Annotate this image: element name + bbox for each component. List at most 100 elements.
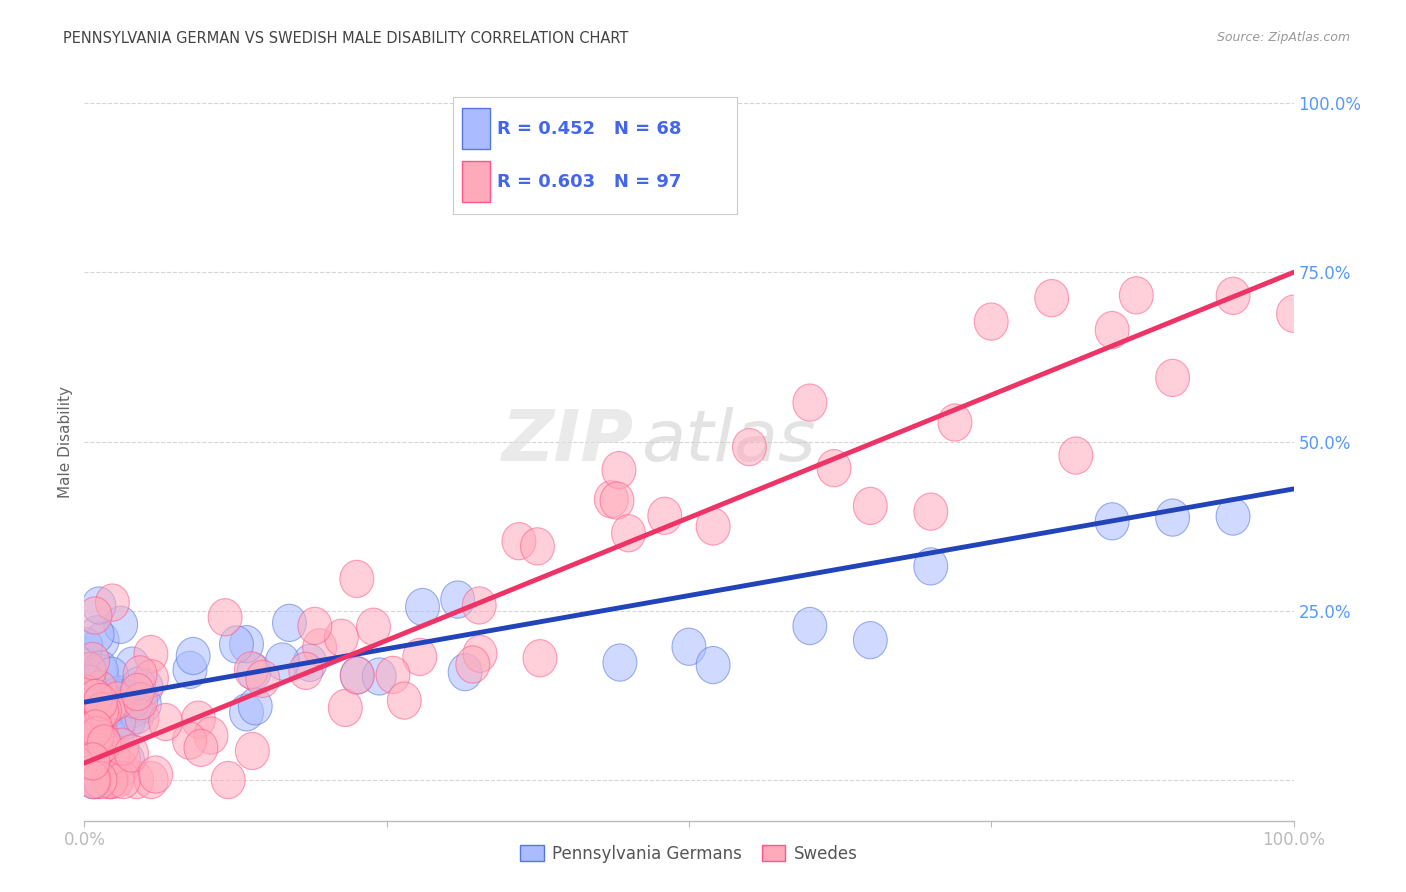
Ellipse shape	[612, 515, 645, 552]
Ellipse shape	[1277, 295, 1310, 333]
Ellipse shape	[600, 482, 634, 519]
Ellipse shape	[94, 678, 128, 715]
Ellipse shape	[79, 597, 112, 634]
Ellipse shape	[76, 690, 110, 727]
Ellipse shape	[124, 682, 157, 720]
Ellipse shape	[1119, 277, 1153, 314]
Ellipse shape	[84, 678, 118, 715]
Ellipse shape	[79, 723, 112, 761]
Ellipse shape	[79, 680, 112, 716]
Ellipse shape	[134, 762, 169, 798]
Ellipse shape	[94, 762, 128, 798]
Ellipse shape	[100, 742, 134, 780]
Ellipse shape	[128, 686, 162, 723]
Ellipse shape	[77, 701, 112, 739]
Ellipse shape	[69, 628, 103, 665]
Ellipse shape	[817, 450, 851, 487]
Ellipse shape	[82, 696, 115, 733]
Ellipse shape	[83, 683, 117, 721]
Ellipse shape	[96, 737, 129, 774]
Ellipse shape	[69, 680, 103, 717]
Ellipse shape	[107, 762, 141, 798]
Ellipse shape	[603, 644, 637, 681]
Ellipse shape	[853, 487, 887, 524]
Ellipse shape	[115, 735, 149, 772]
Ellipse shape	[91, 762, 125, 798]
Text: atlas: atlas	[641, 407, 815, 476]
Ellipse shape	[115, 647, 149, 684]
Ellipse shape	[79, 710, 112, 747]
Ellipse shape	[100, 761, 134, 797]
Ellipse shape	[463, 587, 496, 624]
Ellipse shape	[173, 722, 207, 759]
Ellipse shape	[456, 646, 489, 683]
Y-axis label: Male Disability: Male Disability	[58, 385, 73, 498]
Ellipse shape	[235, 652, 269, 689]
Ellipse shape	[173, 651, 207, 689]
Ellipse shape	[404, 639, 437, 675]
Ellipse shape	[86, 722, 120, 759]
Ellipse shape	[80, 716, 114, 754]
Ellipse shape	[73, 716, 107, 754]
Ellipse shape	[648, 497, 682, 534]
Ellipse shape	[87, 692, 121, 729]
Ellipse shape	[595, 481, 628, 518]
Ellipse shape	[696, 647, 730, 683]
Ellipse shape	[135, 660, 169, 697]
Ellipse shape	[86, 746, 120, 783]
Ellipse shape	[340, 560, 374, 598]
Ellipse shape	[107, 739, 141, 777]
Ellipse shape	[696, 508, 730, 545]
Ellipse shape	[375, 657, 411, 693]
Ellipse shape	[76, 642, 110, 680]
Ellipse shape	[1059, 437, 1092, 475]
Ellipse shape	[325, 619, 359, 657]
Ellipse shape	[1156, 359, 1189, 397]
Ellipse shape	[91, 730, 125, 767]
Ellipse shape	[70, 712, 104, 749]
Ellipse shape	[793, 607, 827, 645]
Ellipse shape	[82, 587, 115, 624]
Ellipse shape	[938, 404, 972, 442]
Ellipse shape	[139, 756, 173, 793]
Ellipse shape	[80, 615, 114, 653]
Ellipse shape	[219, 626, 253, 663]
Ellipse shape	[340, 657, 374, 694]
Ellipse shape	[120, 762, 153, 798]
Ellipse shape	[93, 687, 127, 724]
Ellipse shape	[73, 665, 107, 703]
Ellipse shape	[1216, 498, 1250, 535]
Ellipse shape	[72, 742, 105, 780]
Ellipse shape	[104, 607, 138, 643]
Ellipse shape	[914, 548, 948, 585]
Ellipse shape	[463, 635, 496, 673]
Ellipse shape	[80, 715, 114, 753]
Ellipse shape	[121, 673, 155, 711]
Ellipse shape	[96, 584, 129, 621]
Ellipse shape	[77, 762, 111, 798]
Ellipse shape	[83, 721, 117, 757]
Ellipse shape	[302, 629, 336, 666]
Ellipse shape	[104, 749, 139, 787]
Ellipse shape	[111, 742, 145, 779]
Ellipse shape	[93, 690, 127, 728]
Ellipse shape	[229, 625, 263, 663]
Ellipse shape	[1095, 311, 1129, 349]
Ellipse shape	[134, 635, 167, 673]
Ellipse shape	[211, 762, 245, 798]
Ellipse shape	[122, 667, 156, 704]
Ellipse shape	[388, 682, 422, 719]
Ellipse shape	[69, 706, 103, 743]
Legend: Pennsylvania Germans, Swedes: Pennsylvania Germans, Swedes	[513, 838, 865, 869]
Ellipse shape	[235, 732, 270, 770]
Ellipse shape	[363, 657, 396, 695]
Ellipse shape	[974, 303, 1008, 340]
Ellipse shape	[273, 604, 307, 641]
Ellipse shape	[101, 714, 135, 751]
Ellipse shape	[100, 679, 134, 715]
Ellipse shape	[69, 648, 103, 685]
Ellipse shape	[120, 697, 155, 733]
Ellipse shape	[793, 384, 827, 421]
Ellipse shape	[84, 716, 118, 753]
Ellipse shape	[94, 762, 128, 798]
